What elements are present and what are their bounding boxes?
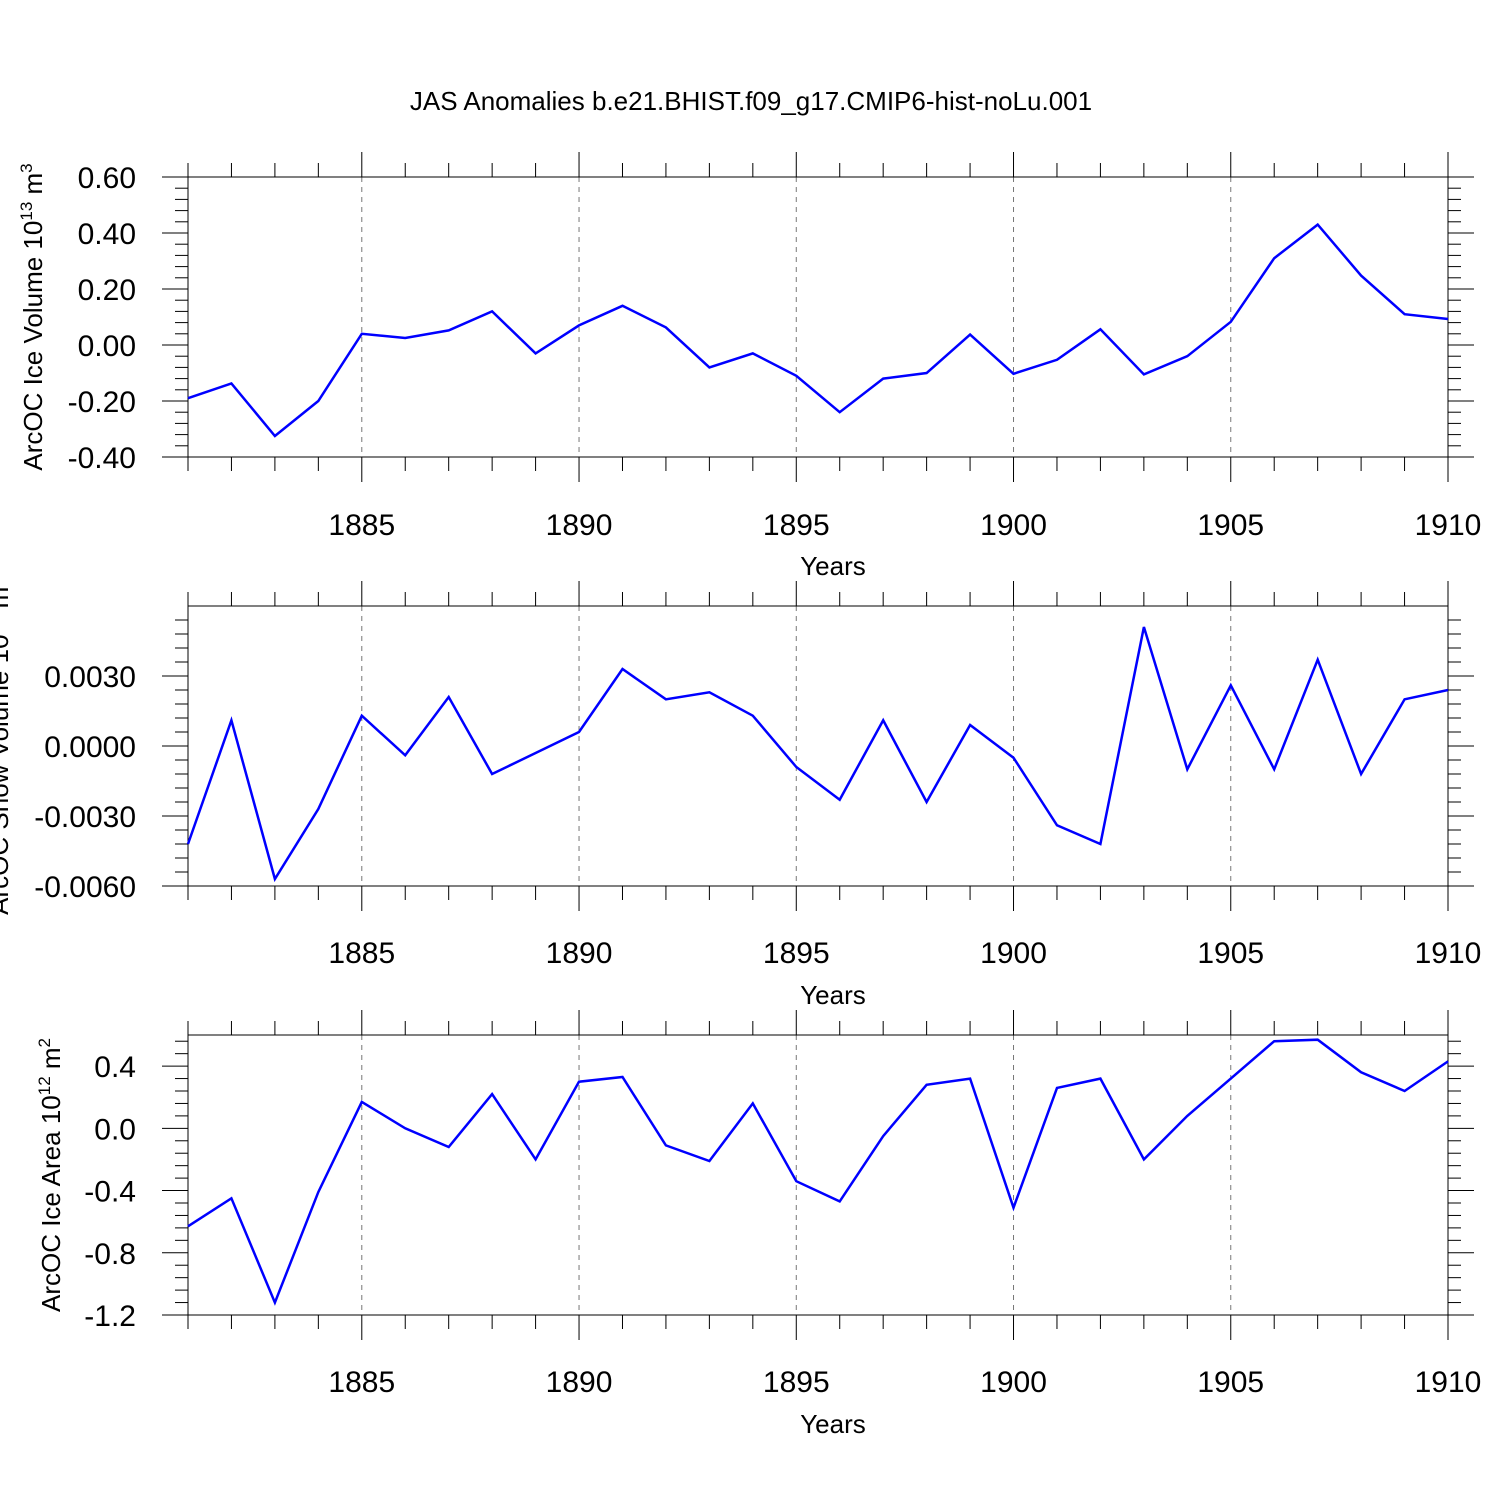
y-axis-title-unit: m — [0, 587, 14, 616]
y-axis-title-text: ArcOC Ice Area 10 — [36, 1095, 66, 1312]
x-tick-label: 1900 — [980, 937, 1047, 970]
x-tick-label: 1905 — [1197, 509, 1264, 542]
x-tick-label: 1905 — [1197, 937, 1264, 970]
x-tick-label: 1900 — [980, 509, 1047, 542]
y-tick-label: -0.0060 — [34, 871, 136, 904]
y-tick-label: 0.0030 — [44, 661, 136, 694]
x-axis-title: Years — [800, 1409, 866, 1439]
x-tick-label: 1900 — [980, 1366, 1047, 1399]
y-axis-title-text: ArcOC Ice Volume 10 — [18, 221, 48, 471]
x-axis-title: Years — [800, 551, 866, 581]
y-tick-label: 0.20 — [78, 274, 136, 307]
chart-title: JAS Anomalies b.e21.BHIST.f09_g17.CMIP6-… — [410, 86, 1092, 116]
x-tick-label: 1895 — [763, 1366, 830, 1399]
y-axis-title: ArcOC Ice Area 1012 m2 — [35, 1038, 66, 1312]
y-axis-title-unit-exponent: 3 — [17, 163, 36, 172]
x-tick-label: 1895 — [763, 937, 830, 970]
y-tick-label: -0.4 — [84, 1176, 136, 1209]
x-tick-label: 1885 — [328, 509, 395, 542]
y-tick-label: -1.2 — [84, 1300, 136, 1333]
x-tick-label: 1910 — [1415, 1366, 1482, 1399]
x-tick-label: 1890 — [546, 1366, 613, 1399]
y-axis-title-text: ArcOC Snow Volume 10 — [0, 634, 14, 914]
y-axis-title-exponent: 12 — [35, 1076, 54, 1095]
y-tick-label: 0.4 — [94, 1051, 136, 1084]
y-tick-label: -0.20 — [68, 386, 136, 419]
series-line — [188, 1040, 1448, 1303]
y-axis-title-unit-exponent: 3 — [0, 577, 2, 586]
series-line — [188, 627, 1448, 879]
x-axis-title: Years — [800, 980, 866, 1010]
y-tick-label: -0.8 — [84, 1238, 136, 1271]
y-tick-label: 0.00 — [78, 330, 136, 363]
x-tick-label: 1885 — [328, 937, 395, 970]
y-tick-label: -0.40 — [68, 442, 136, 475]
y-axis-title-unit: m — [18, 173, 48, 202]
y-tick-label: 0.60 — [78, 162, 136, 195]
x-tick-label: 1895 — [763, 509, 830, 542]
x-tick-label: 1890 — [546, 509, 613, 542]
x-tick-label: 1910 — [1415, 937, 1482, 970]
y-axis-title-unit: m — [36, 1047, 66, 1076]
y-tick-label: 0.0 — [94, 1113, 136, 1146]
y-tick-label: 0.40 — [78, 218, 136, 251]
x-tick-label: 1910 — [1415, 509, 1482, 542]
series-line — [188, 225, 1448, 436]
x-tick-label: 1890 — [546, 937, 613, 970]
y-axis-title-exponent: 13 — [0, 616, 2, 635]
y-axis-title-unit-exponent: 2 — [35, 1038, 54, 1047]
y-axis-title: ArcOC Snow Volume 1013 m3 — [0, 577, 14, 915]
x-tick-label: 1885 — [328, 1366, 395, 1399]
y-axis-title-exponent: 13 — [17, 202, 36, 221]
y-axis-title: ArcOC Ice Volume 1013 m3 — [17, 163, 48, 470]
x-tick-label: 1905 — [1197, 1366, 1264, 1399]
y-tick-label: -0.0030 — [34, 801, 136, 834]
y-tick-label: 0.0000 — [44, 731, 136, 764]
